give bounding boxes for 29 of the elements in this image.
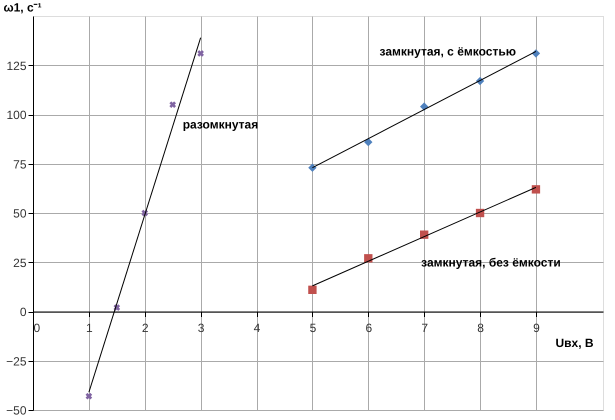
x-tick-label: 8	[477, 321, 484, 335]
x-tick-label: 2	[142, 321, 149, 335]
x-tick-label: 6	[365, 321, 372, 335]
y-tick-label: 0	[20, 305, 27, 319]
series-label: замкнутая, с ёмкостью	[380, 44, 516, 58]
y-axis-title: ω1, с⁻¹	[4, 0, 42, 14]
point	[308, 286, 317, 294]
x-tick-label: 9	[533, 321, 540, 335]
point	[364, 138, 372, 146]
x-tick-label: 7	[421, 321, 428, 335]
y-tick-label: −25	[6, 354, 27, 368]
x-tick-label: 4	[254, 321, 261, 335]
x-tick-label: 0	[34, 321, 40, 335]
point	[532, 185, 540, 194]
y-tick-label: 50	[13, 206, 27, 220]
series-label: разомкнутая	[182, 118, 258, 132]
point	[86, 392, 92, 400]
y-tick-label: −50	[6, 404, 27, 418]
x-tick-label: 3	[198, 321, 205, 335]
x-tick-label: 1	[86, 321, 94, 335]
x-axis-title: Uвх, В	[556, 336, 594, 350]
series-label: замкнутая, без ёмкости	[421, 256, 561, 270]
y-tick-label: 100	[6, 108, 27, 122]
y-tick-label: 25	[13, 256, 27, 270]
point	[197, 50, 204, 57]
x-tick-label: 5	[310, 321, 317, 335]
point	[169, 101, 176, 108]
y-tick-label: 75	[13, 157, 27, 172]
y-tick-label: 125	[6, 58, 27, 73]
